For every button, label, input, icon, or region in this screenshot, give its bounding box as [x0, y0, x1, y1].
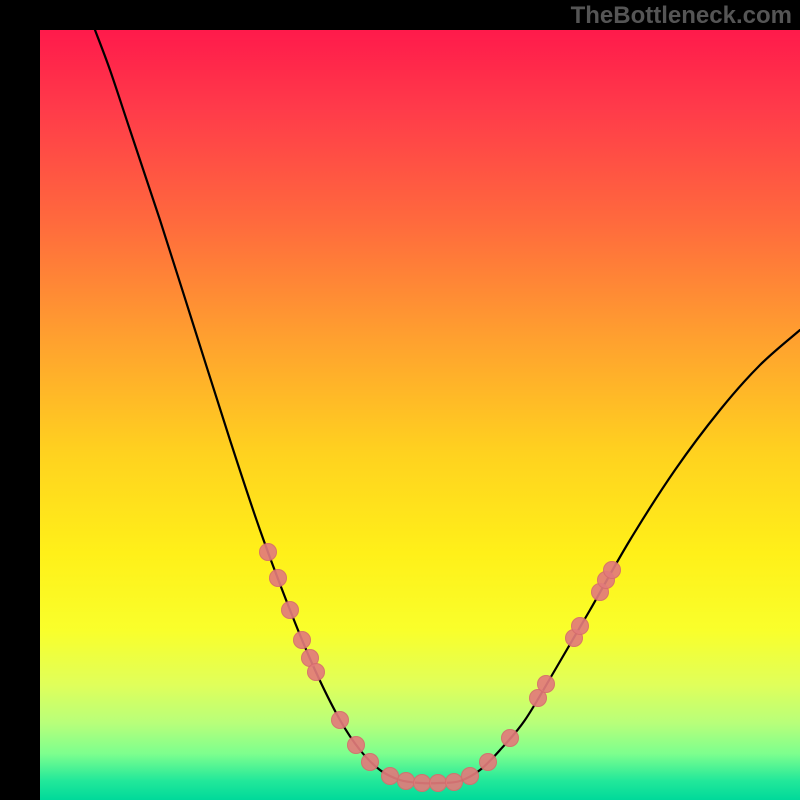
data-point-marker: [461, 767, 479, 785]
marker-layer: [40, 30, 800, 800]
data-point-marker: [347, 736, 365, 754]
data-point-marker: [307, 663, 325, 681]
data-point-marker: [361, 753, 379, 771]
data-point-marker: [293, 631, 311, 649]
data-point-marker: [479, 753, 497, 771]
data-point-marker: [281, 601, 299, 619]
data-point-marker: [269, 569, 287, 587]
data-point-marker: [331, 711, 349, 729]
data-point-marker: [571, 617, 589, 635]
data-point-marker: [501, 729, 519, 747]
plot-area: [40, 30, 800, 800]
watermark-text: TheBottleneck.com: [571, 2, 792, 30]
chart-container: { "canvas": { "width": 800, "height": 80…: [0, 0, 800, 800]
data-point-marker: [537, 675, 555, 693]
data-point-marker: [259, 543, 277, 561]
data-point-marker: [603, 561, 621, 579]
